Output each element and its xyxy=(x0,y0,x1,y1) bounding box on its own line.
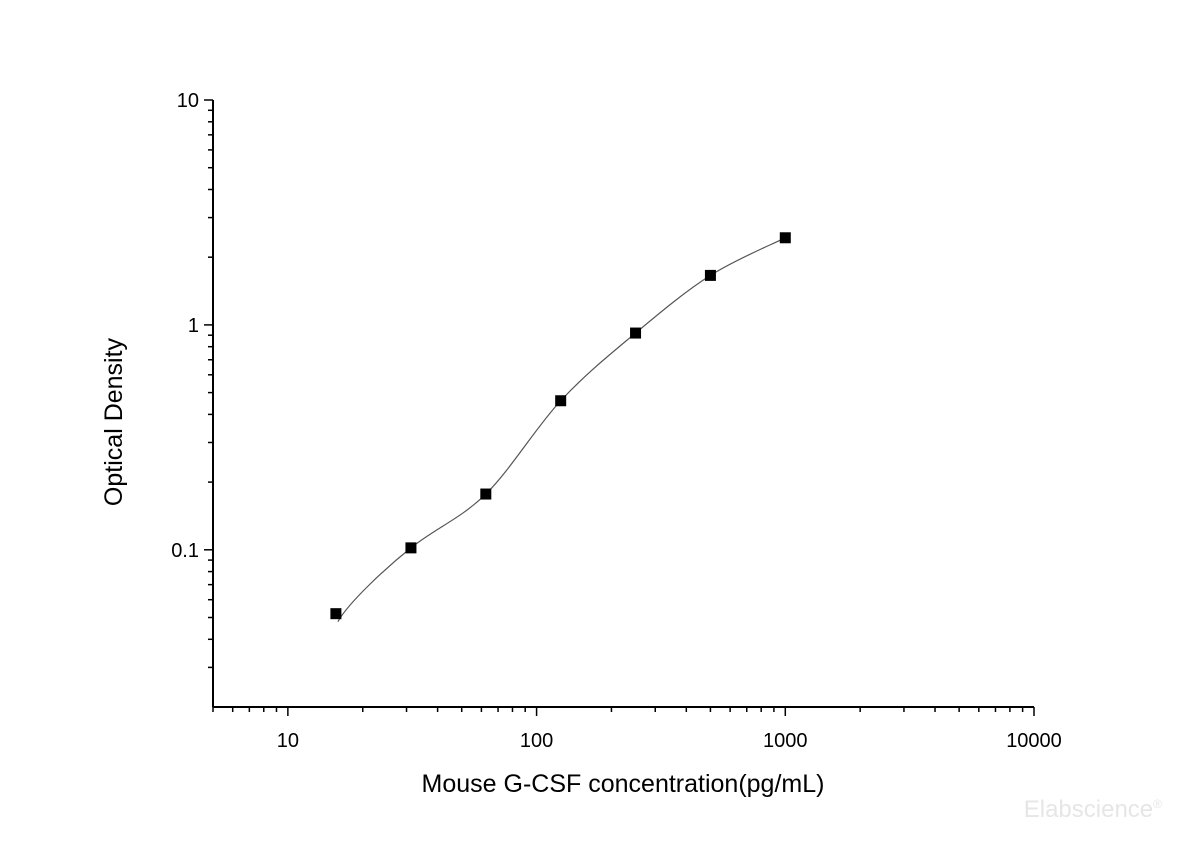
data-point xyxy=(779,232,791,244)
fit-curve xyxy=(337,237,786,622)
data-point xyxy=(630,327,642,339)
x-tick-label: 10000 xyxy=(1006,730,1062,752)
x-tick-label: 100 xyxy=(520,730,553,752)
x-tick-label: 1000 xyxy=(763,730,808,752)
watermark-logo: Elabscience® xyxy=(1023,796,1162,823)
data-point xyxy=(480,488,492,500)
data-point xyxy=(555,395,567,407)
x-tick-label: 10 xyxy=(277,730,299,752)
y-tick-label: 1 xyxy=(188,315,199,337)
y-tick-label: 10 xyxy=(177,90,199,112)
y-axis-label: Optical Density xyxy=(100,337,128,506)
y-tick-label: 0.1 xyxy=(171,540,199,562)
data-point xyxy=(704,269,716,281)
data-point xyxy=(405,542,417,554)
data-point xyxy=(330,608,342,620)
x-axis-label: Mouse G-CSF concentration(pg/mL) xyxy=(422,770,825,798)
